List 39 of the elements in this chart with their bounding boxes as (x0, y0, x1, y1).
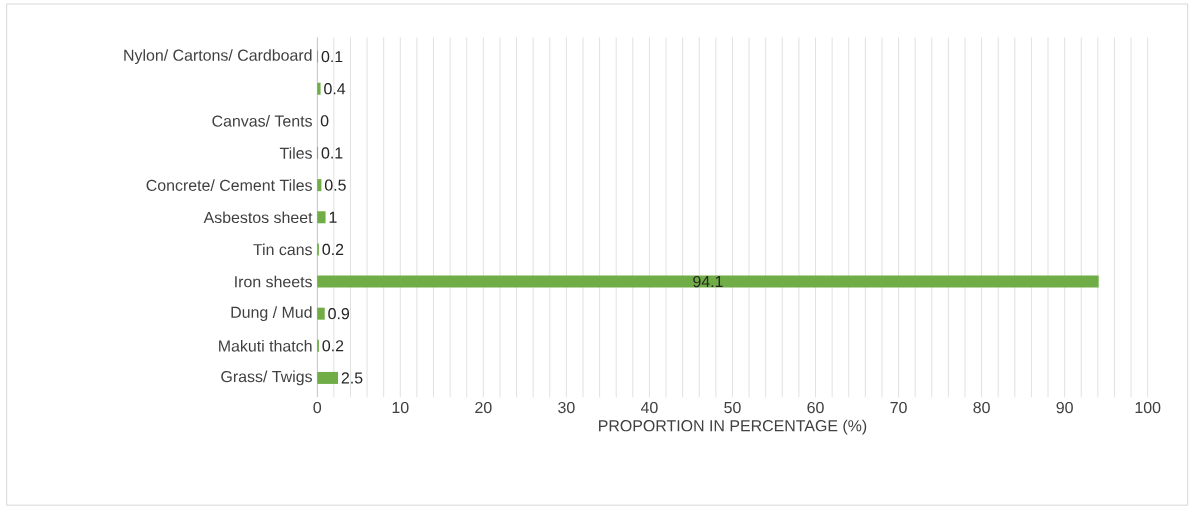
x-tick-label: 70 (890, 402, 907, 414)
data-label: 0 (320, 115, 329, 127)
y-tick-label: Nylon/ Cartons/ Cardboard (124, 49, 312, 65)
bar (317, 275, 1099, 288)
data-label: 0.2 (322, 340, 344, 352)
bar (317, 211, 326, 224)
data-label: 94.1 (693, 276, 723, 288)
data-label: 1 (329, 212, 337, 223)
data-label: 0.5 (324, 179, 346, 191)
bar (317, 82, 321, 95)
x-axis-title: PROPORTION IN PERCENTAGE (%) (599, 419, 867, 435)
bar (317, 179, 322, 192)
data-label: 0.1 (321, 51, 343, 63)
data-label: 0.1 (321, 147, 343, 159)
y-tick-label: Asbestos sheet (203, 211, 313, 224)
bar (317, 372, 339, 385)
bar (317, 307, 325, 320)
y-tick-label: Canvas/ Tents (212, 115, 312, 127)
x-tick-label: 10 (392, 402, 409, 414)
data-label: 0.9 (328, 308, 350, 320)
y-tick-label: Dung / Mud (231, 306, 312, 322)
x-tick-label: 100 (1135, 402, 1161, 414)
y-tick-label: Grass/ Twigs (221, 370, 312, 386)
data-label: 0.4 (324, 83, 346, 95)
x-tick-label: 40 (640, 402, 658, 414)
x-tick-label: 50 (724, 402, 741, 414)
y-tick-label: Iron sheets (235, 275, 312, 288)
y-tick-label: Tiles (279, 147, 312, 160)
y-tick-label: Makuti thatch (219, 340, 312, 352)
x-tick-label: 30 (558, 402, 575, 414)
y-tick-label: Tin cans (253, 243, 312, 256)
x-tick-label: 60 (807, 402, 824, 414)
x-tick-label: 20 (475, 402, 492, 414)
data-label: 0.2 (322, 244, 344, 256)
x-tick-label: 90 (1056, 402, 1073, 414)
x-tick-label: 80 (973, 402, 990, 414)
data-label: 2.5 (341, 372, 363, 384)
x-tick-label: 0 (313, 402, 322, 414)
y-tick-label: Concrete/ Cement Tiles (146, 179, 312, 192)
